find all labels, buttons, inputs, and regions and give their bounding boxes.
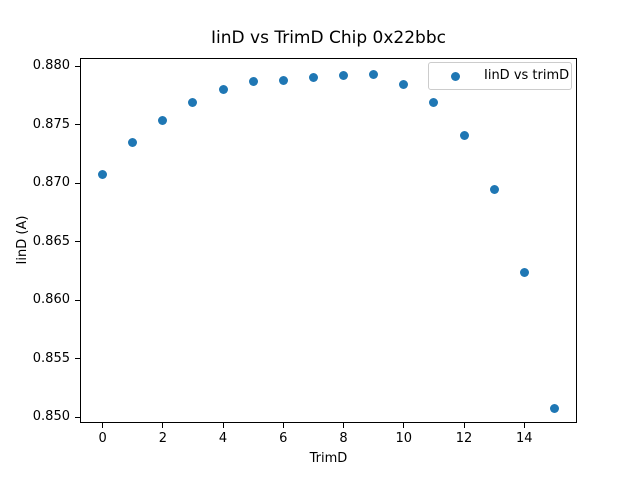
- x-axis-label: TrimD: [309, 451, 348, 466]
- scatter-point: [98, 170, 108, 180]
- x-tick: [403, 423, 405, 428]
- x-tick-label: 4: [218, 431, 228, 446]
- chart-title: IinD vs TrimD Chip 0x22bbc: [211, 28, 446, 48]
- x-tick-label: 10: [395, 431, 413, 446]
- scatter-point: [519, 267, 529, 277]
- x-tick-label: 8: [339, 431, 348, 446]
- y-tick: [75, 182, 80, 184]
- scatter-point: [429, 97, 439, 107]
- scatter-point: [278, 75, 288, 85]
- plot-area: [80, 58, 577, 423]
- y-tick: [75, 124, 80, 126]
- scatter-point: [399, 80, 409, 90]
- x-tick-label: 12: [455, 431, 473, 446]
- y-tick-label: 0.865: [32, 233, 70, 249]
- scatter-point: [248, 76, 258, 86]
- x-tick: [343, 423, 345, 428]
- x-tick: [523, 423, 525, 428]
- x-tick: [102, 423, 104, 428]
- x-tick: [463, 423, 465, 428]
- y-tick-label: 0.870: [32, 175, 70, 191]
- y-tick-label: 0.880: [32, 58, 70, 74]
- scatter-point: [339, 71, 349, 81]
- scatter-point: [459, 130, 469, 140]
- y-tick: [75, 416, 80, 418]
- x-tick-label: 6: [279, 431, 288, 446]
- y-tick-label: 0.875: [32, 116, 70, 132]
- y-tick: [75, 358, 80, 360]
- scatter-point: [218, 85, 228, 95]
- x-tick-label: 14: [516, 431, 533, 446]
- y-tick-label: 0.855: [32, 350, 70, 366]
- y-tick: [75, 299, 80, 301]
- legend-box: IinD vs trimD: [428, 62, 572, 90]
- scatter-point: [549, 404, 559, 414]
- y-tick: [75, 241, 80, 243]
- scatter-point: [128, 137, 138, 147]
- y-tick-label: 0.850: [32, 409, 70, 425]
- x-tick-label: 0: [98, 431, 107, 446]
- y-tick-label: 0.860: [32, 292, 70, 308]
- x-tick-label: 2: [158, 431, 167, 446]
- scatter-point: [489, 184, 499, 194]
- scatter-point: [369, 69, 379, 79]
- y-axis-label: IinD (A): [15, 215, 30, 265]
- x-tick: [162, 423, 164, 428]
- scatter-point: [308, 73, 318, 83]
- scatter-point: [188, 97, 198, 107]
- x-tick: [282, 423, 284, 428]
- legend-marker-icon: [451, 71, 460, 81]
- scatter-point: [158, 115, 168, 125]
- x-tick: [222, 423, 224, 428]
- legend-label: IinD vs trimD: [484, 68, 570, 83]
- y-tick: [75, 65, 80, 67]
